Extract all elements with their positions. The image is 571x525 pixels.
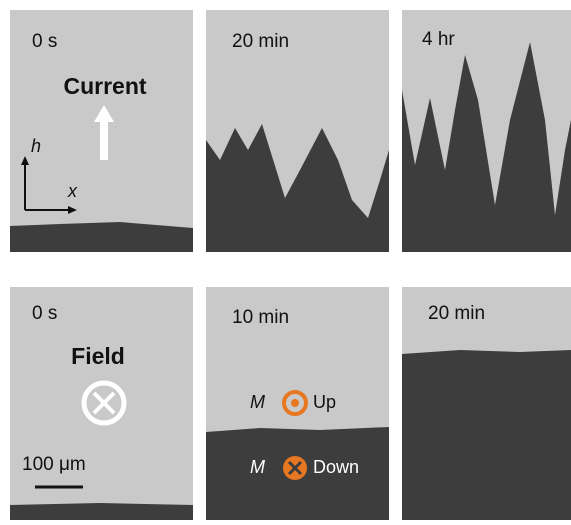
x-label: x [67,181,78,201]
time-label: 0 s [32,31,57,52]
page: {"panels": [ {"time": "0 s", "label": "C… [0,0,571,520]
down-symbol [283,456,307,480]
time-label: 20 min [232,31,289,52]
time-label: 4 hr [422,29,455,50]
figure: 0 s Current h x 20 min 4 hr 0 s Field 10… [0,0,571,520]
deposit [10,222,193,252]
time-label: 0 s [32,303,57,324]
h-label: h [31,136,41,156]
legend-text: Down [313,457,359,477]
legend-symbol: M [250,392,265,412]
deposit [10,503,193,520]
legend-text: Up [313,392,336,412]
time-label: 10 min [232,307,289,328]
time-label: 20 min [428,303,485,324]
current-label: Current [63,73,146,99]
scale-bar-label: 100 μm [22,454,86,475]
field-label: Field [71,343,125,369]
legend-symbol: M [250,457,265,477]
deposit [402,350,571,520]
